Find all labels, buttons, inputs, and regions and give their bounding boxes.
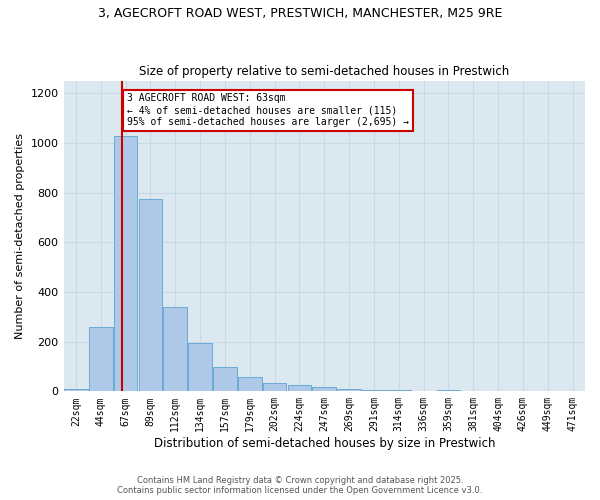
Bar [89, 328, 113, 392]
Text: Contains HM Land Registry data © Crown copyright and database right 2025.
Contai: Contains HM Land Registry data © Crown c… [118, 476, 482, 495]
Bar [362, 390, 386, 392]
Bar [163, 307, 187, 392]
Title: Size of property relative to semi-detached houses in Prestwich: Size of property relative to semi-detach… [139, 66, 509, 78]
Bar [437, 390, 460, 392]
Bar [64, 389, 88, 392]
X-axis label: Distribution of semi-detached houses by size in Prestwich: Distribution of semi-detached houses by … [154, 437, 495, 450]
Bar [213, 366, 237, 392]
Bar [139, 199, 162, 392]
Bar [114, 136, 137, 392]
Bar [337, 390, 361, 392]
Bar [287, 385, 311, 392]
Bar [263, 382, 286, 392]
Bar [238, 377, 262, 392]
Text: 3 AGECROFT ROAD WEST: 63sqm
← 4% of semi-detached houses are smaller (115)
95% o: 3 AGECROFT ROAD WEST: 63sqm ← 4% of semi… [127, 94, 409, 126]
Text: 3, AGECROFT ROAD WEST, PRESTWICH, MANCHESTER, M25 9RE: 3, AGECROFT ROAD WEST, PRESTWICH, MANCHE… [98, 8, 502, 20]
Y-axis label: Number of semi-detached properties: Number of semi-detached properties [15, 133, 25, 339]
Bar [387, 390, 410, 392]
Bar [313, 387, 336, 392]
Bar [188, 343, 212, 392]
